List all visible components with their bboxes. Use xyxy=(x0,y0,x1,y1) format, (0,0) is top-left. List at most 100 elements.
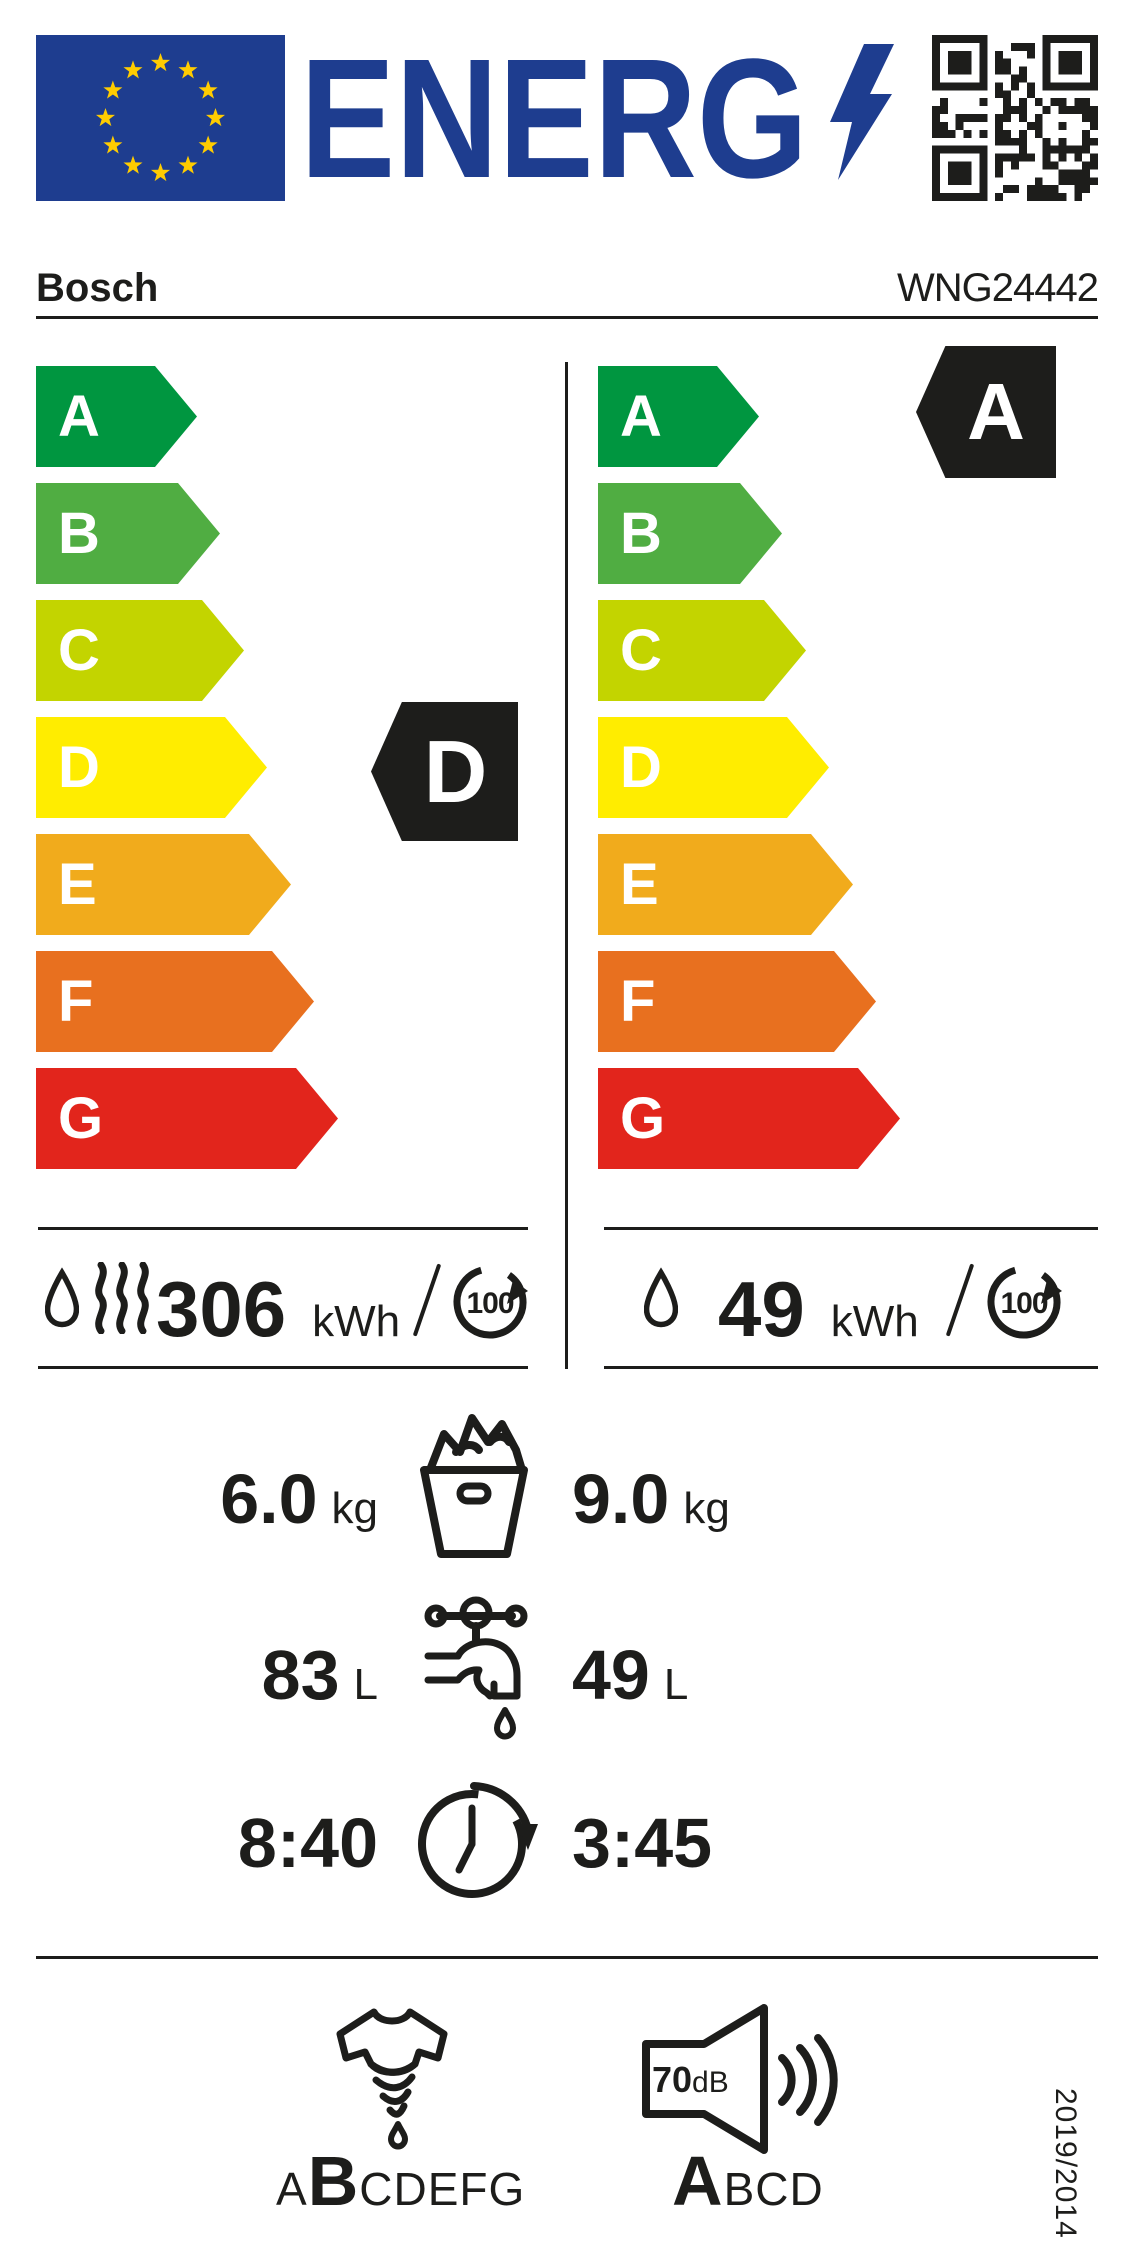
water-value-wash: 49 xyxy=(572,1636,650,1714)
energy-value-wash-dry: 306 xyxy=(156,1265,287,1353)
capacity-left-group: 6.0 kg xyxy=(0,1464,378,1534)
capacity-right-group: 9.0 kg xyxy=(572,1464,730,1534)
rating-arrow-letter: D xyxy=(620,735,662,800)
spin-class-letter: E xyxy=(427,2163,460,2215)
rating-arrow-letter: B xyxy=(620,501,662,566)
rating-arrow-wash-A: A xyxy=(598,366,759,467)
eu-flag xyxy=(36,35,285,201)
rating-arrow-wash-B: B xyxy=(598,483,782,584)
lightning-bolt-icon xyxy=(830,44,894,180)
heat-waves-icon xyxy=(95,1262,149,1334)
rating-arrow-letter: A xyxy=(58,384,100,449)
noise-value: 70 xyxy=(652,2059,693,2100)
spin-dry-shirt-icon xyxy=(336,2008,448,2150)
energy-unit-wash-dry: kWh xyxy=(312,1297,401,1346)
spin-class-letter: C xyxy=(359,2163,394,2215)
rating-indicator-wash-dry-letter: D xyxy=(423,721,488,821)
rating-arrow-wash-dry-E: E xyxy=(36,834,291,935)
program-duration-clock-icon xyxy=(418,1782,538,1898)
energy-value-wash-dry-row: 306 kWh xyxy=(156,1270,400,1348)
noise-class-letter-selected: A xyxy=(672,2142,724,2220)
rating-arrow-wash-dry-C: C xyxy=(36,600,244,701)
water-right-group: 49 L xyxy=(572,1640,688,1710)
qr-code xyxy=(932,35,1098,201)
noise-class-letter: D xyxy=(789,2163,824,2215)
water-left-group: 83 L xyxy=(0,1640,378,1710)
rating-arrow-wash-dry-D: D xyxy=(36,717,267,818)
rating-indicator-wash: A xyxy=(916,346,1056,478)
capacity-unit-left: kg xyxy=(331,1484,378,1533)
spin-class-letter: G xyxy=(488,2163,526,2215)
duration-right-group: 3:45 xyxy=(572,1808,712,1878)
rating-arrow-wash-E: E xyxy=(598,834,853,935)
rating-arrow-wash-D: D xyxy=(598,717,829,818)
eu-flag-stars xyxy=(95,53,226,182)
rating-arrow-letter: G xyxy=(58,1086,104,1151)
rating-indicator-wash-dry: D xyxy=(371,702,518,841)
water-drop-icon xyxy=(45,1267,79,1328)
noise-class-letter: B xyxy=(723,2163,756,2215)
cycles-circle-icon-right xyxy=(987,1265,1062,1339)
rating-arrow-letter: F xyxy=(58,969,94,1034)
cycles-circle-icon-left xyxy=(453,1265,528,1339)
rating-arrow-wash-C: C xyxy=(598,600,806,701)
energy-value-wash: 49 xyxy=(718,1265,805,1353)
capacity-value-wash: 9.0 xyxy=(572,1460,670,1538)
rating-arrow-letter: E xyxy=(58,852,97,917)
water-tap-icon xyxy=(424,1596,528,1740)
rating-arrow-letter: F xyxy=(620,969,656,1034)
energy-value-wash-row: 49 kWh xyxy=(718,1270,919,1348)
rating-arrow-letter: G xyxy=(620,1086,666,1151)
energy-row-bottom-line-right xyxy=(604,1366,1098,1369)
rating-arrow-letter: C xyxy=(58,618,100,683)
rating-arrow-wash-dry-G: G xyxy=(36,1068,338,1169)
water-drop-icon xyxy=(644,1267,678,1328)
laundry-basket-icon xyxy=(420,1414,528,1558)
model-number: WNG24442 xyxy=(897,266,1099,310)
noise-class-letter: C xyxy=(755,2163,790,2215)
energy-row-top-line-left xyxy=(38,1227,528,1230)
water-unit-right: L xyxy=(663,1660,689,1709)
rating-arrow-letter: B xyxy=(58,501,100,566)
water-unit-left: L xyxy=(353,1660,378,1709)
capacity-unit-right: kg xyxy=(683,1484,730,1533)
duration-value-wash-dry: 8:40 xyxy=(237,1804,378,1882)
noise-unit: dB xyxy=(692,2066,729,2099)
rating-arrow-letter: C xyxy=(620,618,662,683)
energy-row-top-line-right xyxy=(604,1227,1098,1230)
spin-class-letter-selected: B xyxy=(307,2142,360,2220)
rating-arrow-wash-G: G xyxy=(598,1068,900,1169)
energy-row-bottom-line-left xyxy=(38,1366,528,1369)
bottom-divider xyxy=(36,1956,1098,1959)
cycles-count-right: 100 xyxy=(1000,1287,1048,1320)
energ-logo: ENERG xyxy=(300,50,808,186)
column-separator xyxy=(565,362,568,1369)
spin-class-letter: A xyxy=(276,2163,308,2215)
rating-arrow-wash-dry-A: A xyxy=(36,366,197,467)
duration-value-wash: 3:45 xyxy=(572,1804,713,1882)
capacity-value-wash-dry: 6.0 xyxy=(220,1460,318,1538)
water-value-wash-dry: 83 xyxy=(261,1636,340,1714)
rating-indicator-wash-letter: A xyxy=(967,367,1025,456)
per-slash-left xyxy=(412,1263,442,1337)
rating-arrow-letter: D xyxy=(58,735,100,800)
brand-name: Bosch xyxy=(36,266,159,310)
energ-logo-text: ENERG xyxy=(300,50,808,186)
header-divider xyxy=(36,316,1098,319)
regulation-number: 2019/2014 xyxy=(1049,2088,1082,2239)
rating-arrow-wash-F: F xyxy=(598,951,876,1052)
per-slash-right xyxy=(945,1263,975,1337)
cycles-count-left: 100 xyxy=(466,1287,514,1320)
noise-level-group: 70dB xyxy=(652,2062,729,2098)
noise-speaker-icon xyxy=(642,2004,838,2154)
rating-arrow-letter: A xyxy=(620,384,662,449)
rating-arrow-wash-dry-B: B xyxy=(36,483,220,584)
spin-class-letter: F xyxy=(459,2163,489,2215)
spin-class-letter: D xyxy=(393,2163,428,2215)
rating-arrow-wash-dry-F: F xyxy=(36,951,314,1052)
energy-unit-wash: kWh xyxy=(830,1297,919,1346)
duration-left-group: 8:40 xyxy=(0,1808,378,1878)
